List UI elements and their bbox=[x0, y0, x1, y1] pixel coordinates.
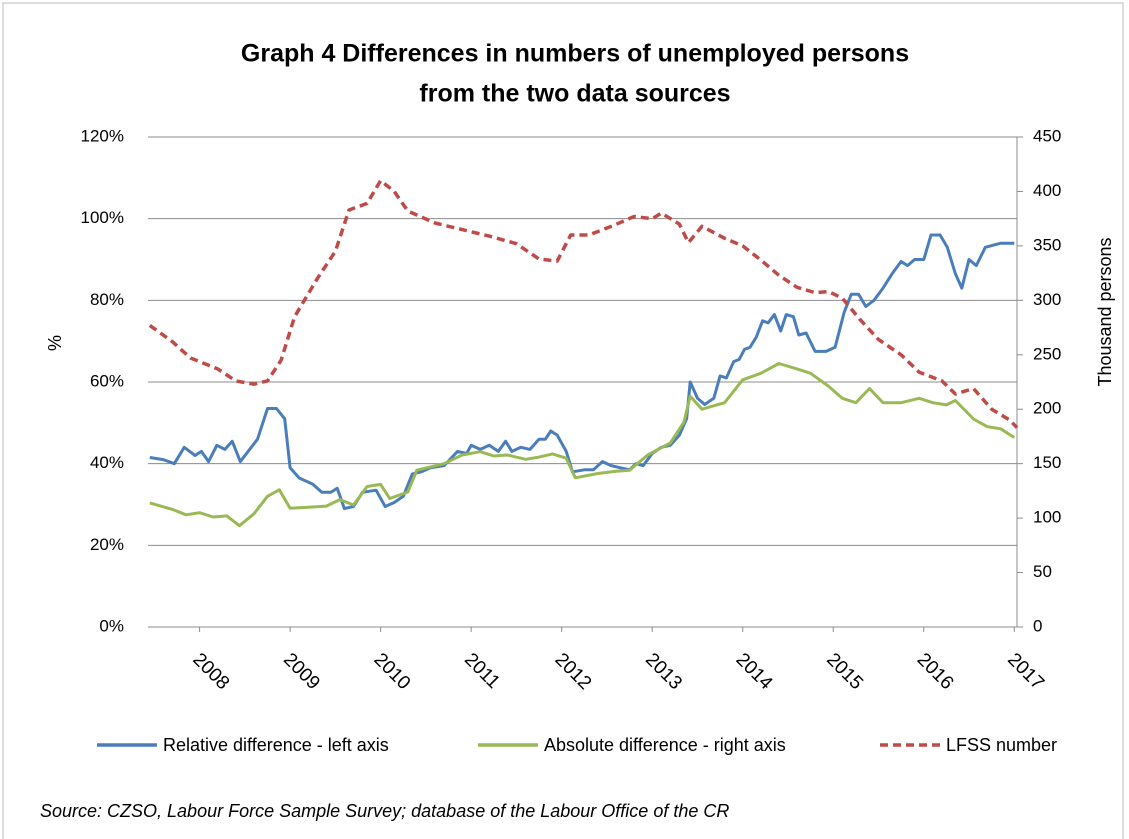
chart-title: from the two data sources bbox=[419, 80, 730, 108]
y2-tick-label: 350 bbox=[1033, 235, 1061, 254]
y2-tick-label: 300 bbox=[1033, 290, 1061, 309]
y-tick-label: 20% bbox=[90, 535, 124, 554]
series-line bbox=[149, 362, 1016, 528]
y-tick-label: 80% bbox=[90, 290, 124, 309]
legend-label: Absolute difference - right axis bbox=[544, 735, 786, 755]
y-tick-label: 60% bbox=[90, 371, 124, 390]
y-tick-label: 120% bbox=[81, 126, 124, 145]
legend-label: Relative difference - left axis bbox=[163, 735, 389, 755]
series-line bbox=[148, 178, 1019, 429]
y2-tick-label: 250 bbox=[1033, 344, 1061, 363]
y2-tick-label: 200 bbox=[1033, 399, 1061, 418]
y-tick-label: 100% bbox=[81, 208, 124, 227]
y-axis-label: % bbox=[45, 335, 65, 351]
y2-tick-label: 100 bbox=[1033, 508, 1061, 527]
chart-title: Graph 4 Differences in numbers of unempl… bbox=[241, 40, 909, 68]
y2-tick-label: 400 bbox=[1033, 181, 1061, 200]
y2-axis-label: Thousand persons bbox=[1095, 237, 1115, 386]
y2-tick-label: 450 bbox=[1033, 126, 1061, 145]
y2-tick-label: 50 bbox=[1033, 562, 1052, 581]
source-note: Source: CZSO, Labour Force Sample Survey… bbox=[40, 801, 729, 821]
y2-tick-label: 0 bbox=[1033, 616, 1042, 635]
series-line bbox=[149, 233, 1015, 511]
y2-tick-label: 150 bbox=[1033, 453, 1061, 472]
legend-label: LFSS number bbox=[946, 735, 1057, 755]
y-tick-label: 40% bbox=[90, 453, 124, 472]
y-tick-label: 0% bbox=[99, 616, 124, 635]
